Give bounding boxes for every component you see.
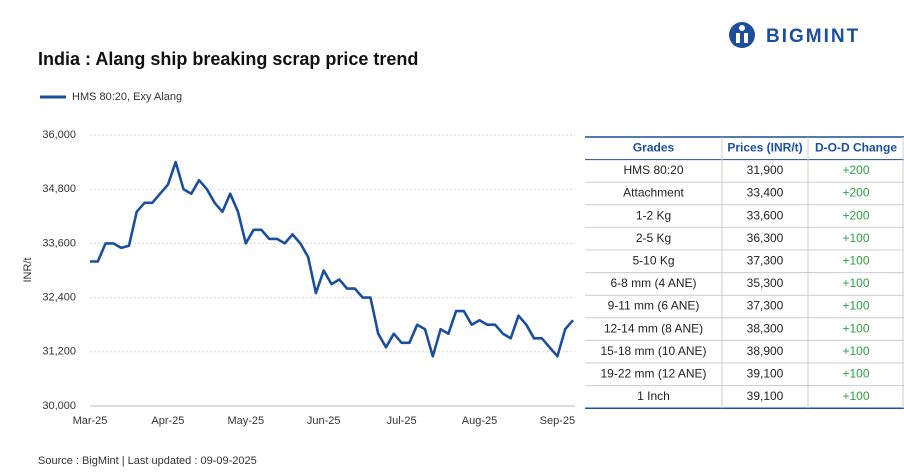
table-cell: 1 Inch bbox=[637, 389, 670, 403]
x-tick-label: Sep-25 bbox=[540, 415, 575, 427]
table-header: D-O-D Change bbox=[815, 140, 897, 154]
table-cell: 9-11 mm (6 ANE) bbox=[608, 299, 700, 313]
y-tick-label: 33,600 bbox=[42, 237, 76, 249]
y-tick-label: 31,200 bbox=[42, 346, 76, 358]
x-tick-label: Mar-25 bbox=[73, 415, 108, 427]
table-cell: +100 bbox=[842, 344, 869, 358]
table-cell: 38,900 bbox=[747, 344, 784, 358]
chart-title: India : Alang ship breaking scrap price … bbox=[38, 49, 418, 69]
table-cell: +100 bbox=[842, 299, 869, 313]
table-cell: +100 bbox=[842, 321, 869, 335]
table-cell: +100 bbox=[842, 276, 869, 290]
y-tick-label: 36,000 bbox=[42, 129, 76, 141]
y-tick-label: 32,400 bbox=[42, 292, 76, 304]
table-cell: 19-22 mm (12 ANE) bbox=[600, 366, 706, 380]
table-cell: 37,300 bbox=[747, 299, 784, 313]
logo-icon bbox=[729, 22, 755, 48]
brand: BIGMINT bbox=[766, 26, 860, 47]
table-header: Prices (INR/t) bbox=[727, 140, 802, 154]
table: Grades Prices (INR/t) D-O-D Change HMS 80:2… bbox=[585, 136, 904, 409]
table-cell: +200 bbox=[842, 186, 869, 200]
table-cell: 36,300 bbox=[747, 231, 784, 245]
table-header: Grades bbox=[633, 140, 675, 154]
table-cell: +100 bbox=[842, 253, 869, 267]
table-cell: +200 bbox=[842, 163, 869, 177]
x-tick-label: Apr-25 bbox=[151, 415, 184, 427]
source: Source : BigMint | Last updated : 09-09-… bbox=[38, 455, 257, 467]
table-cell: 15-18 mm (10 ANE) bbox=[600, 344, 706, 358]
price-line bbox=[90, 160, 574, 358]
x-tick-label: Aug-25 bbox=[462, 415, 497, 427]
table-cell: 33,600 bbox=[747, 208, 784, 222]
logo: BIGMINT bbox=[729, 22, 860, 48]
table-cell: 5-10 Kg bbox=[632, 253, 674, 267]
table-cell: 2-5 Kg bbox=[636, 231, 671, 245]
y-tick-label: 34,800 bbox=[42, 183, 76, 195]
table-cell: 1-2 Kg bbox=[636, 208, 671, 222]
table-cell: 33,400 bbox=[747, 186, 784, 200]
logo-icon bbox=[736, 33, 740, 43]
table-cell: +100 bbox=[842, 389, 869, 403]
x-tick-label: May-25 bbox=[227, 415, 264, 427]
y-tick-label: 30,000 bbox=[42, 400, 76, 412]
table-cell: 31,900 bbox=[747, 163, 784, 177]
legend-label: HMS 80:20, Exy Alang bbox=[72, 91, 182, 103]
table-cell: +100 bbox=[842, 366, 869, 380]
table-cell: 39,100 bbox=[747, 389, 784, 403]
table-cell: 6-8 mm (4 ANE) bbox=[610, 276, 696, 290]
table-cell: 12-14 mm (8 ANE) bbox=[604, 321, 703, 335]
table-cell: 38,300 bbox=[747, 321, 784, 335]
table-cell: HMS 80:20 bbox=[623, 163, 683, 177]
table-cell: 39,100 bbox=[747, 366, 784, 380]
table-cell: +100 bbox=[842, 231, 869, 245]
x-tick-label: Jun-25 bbox=[307, 415, 341, 427]
y-axis-title: INR/t bbox=[22, 257, 34, 282]
table-cell: +200 bbox=[842, 208, 869, 222]
table-cell: 35,300 bbox=[747, 276, 784, 290]
table-cell: 37,300 bbox=[747, 253, 784, 267]
table-cell: Attachment bbox=[623, 186, 684, 200]
logo-icon bbox=[739, 25, 745, 31]
logo-icon bbox=[744, 33, 748, 43]
x-tick-label: Jul-25 bbox=[387, 415, 417, 427]
